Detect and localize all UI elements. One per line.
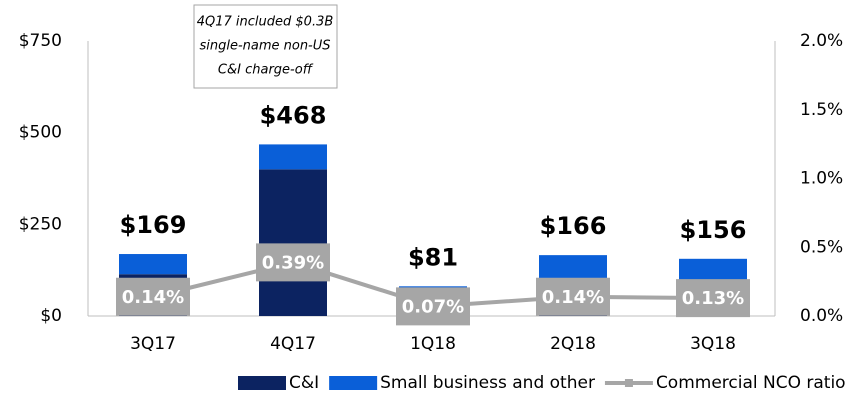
y-tick-label: $250 [19, 214, 62, 234]
line-label-box [676, 279, 750, 318]
legend-swatch [238, 376, 286, 390]
annotation: 4Q17 included $0.3B [197, 15, 334, 30]
bar-segment [539, 255, 607, 282]
y-tick-label: $0 [40, 306, 62, 326]
x-tick-label: 4Q17 [270, 334, 316, 354]
y2-tick-label: 0.0% [800, 306, 843, 326]
total-label: $166 [540, 212, 607, 240]
total-label: $156 [680, 216, 747, 244]
line-label: 0.14% [122, 287, 184, 308]
line-label: 0.07% [402, 296, 464, 317]
y2-tick-label: 1.0% [800, 169, 843, 189]
bar-segment [259, 169, 327, 316]
x-tick-label: 3Q17 [130, 334, 176, 354]
annotation: single-name non-US [199, 39, 330, 54]
bar-segment [259, 144, 327, 170]
line-label: 0.13% [682, 288, 744, 309]
legend-marker [624, 379, 633, 387]
legend-label: C&I [289, 373, 319, 393]
x-tick-label: 1Q18 [410, 334, 456, 354]
total-label: $468 [260, 101, 327, 129]
legend-label: Commercial NCO ratio [656, 373, 846, 393]
total-label: $81 [408, 243, 458, 271]
y-tick-label: $500 [19, 123, 62, 143]
total-label: $169 [120, 211, 187, 239]
x-tick-label: 2Q18 [550, 334, 596, 354]
line-label: 0.14% [542, 287, 604, 308]
annotation-box [193, 4, 338, 89]
bar-segment [119, 254, 187, 275]
line-label-box [116, 277, 190, 316]
y2-tick-label: 1.5% [800, 100, 843, 120]
line-label-box [536, 277, 610, 316]
y2-tick-label: 2.0% [800, 31, 843, 51]
x-tick-label: 3Q18 [690, 334, 736, 354]
line-label-box [396, 287, 470, 326]
legend-swatch [329, 376, 378, 390]
annotation: C&I charge-off [218, 63, 314, 78]
legend-label: Small business and other [380, 373, 595, 393]
bar-segment [679, 258, 747, 283]
line-label: 0.39% [262, 252, 324, 273]
y2-tick-label: 0.5% [800, 237, 843, 257]
line-label-box [256, 243, 330, 282]
y-tick-label: $750 [19, 31, 62, 51]
